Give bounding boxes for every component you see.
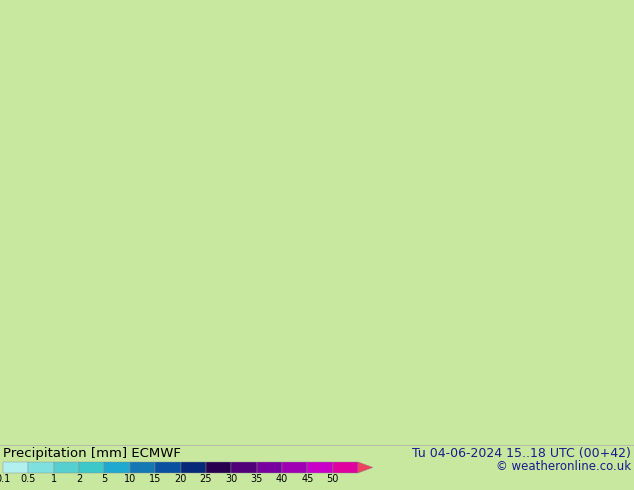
Bar: [206, 462, 231, 473]
Bar: [130, 462, 155, 473]
Text: 25: 25: [200, 474, 212, 485]
Text: 45: 45: [301, 474, 313, 485]
Text: 35: 35: [250, 474, 262, 485]
Text: 40: 40: [276, 474, 288, 485]
Text: 20: 20: [174, 474, 186, 485]
Text: 30: 30: [225, 474, 237, 485]
Bar: [307, 462, 333, 473]
Bar: [257, 462, 282, 473]
Text: 15: 15: [149, 474, 161, 485]
Text: 0.5: 0.5: [21, 474, 36, 485]
Bar: [282, 462, 307, 473]
Bar: [231, 462, 257, 473]
Text: Precipitation [mm] ECMWF: Precipitation [mm] ECMWF: [3, 447, 181, 460]
Text: Tu 04-06-2024 15..18 UTC (00+42): Tu 04-06-2024 15..18 UTC (00+42): [412, 447, 631, 460]
Bar: [105, 462, 130, 473]
Bar: [3, 462, 29, 473]
Bar: [79, 462, 105, 473]
Bar: [333, 462, 358, 473]
Text: 0.1: 0.1: [0, 474, 11, 485]
Polygon shape: [358, 462, 373, 473]
Text: 1: 1: [51, 474, 57, 485]
Text: 5: 5: [101, 474, 108, 485]
Text: 50: 50: [327, 474, 339, 485]
Bar: [155, 462, 181, 473]
Bar: [54, 462, 79, 473]
Bar: [29, 462, 54, 473]
Text: 2: 2: [76, 474, 82, 485]
Text: © weatheronline.co.uk: © weatheronline.co.uk: [496, 460, 631, 473]
Text: 10: 10: [124, 474, 136, 485]
Bar: [181, 462, 206, 473]
